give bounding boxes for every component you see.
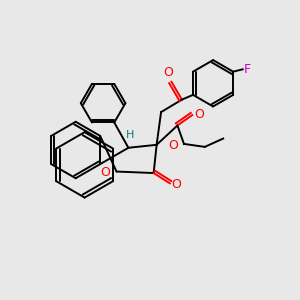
Text: O: O: [163, 66, 173, 80]
Text: O: O: [100, 166, 110, 178]
Text: F: F: [244, 63, 251, 76]
Text: H: H: [126, 130, 134, 140]
Text: O: O: [172, 178, 182, 191]
Text: O: O: [195, 108, 205, 121]
Text: O: O: [169, 139, 178, 152]
